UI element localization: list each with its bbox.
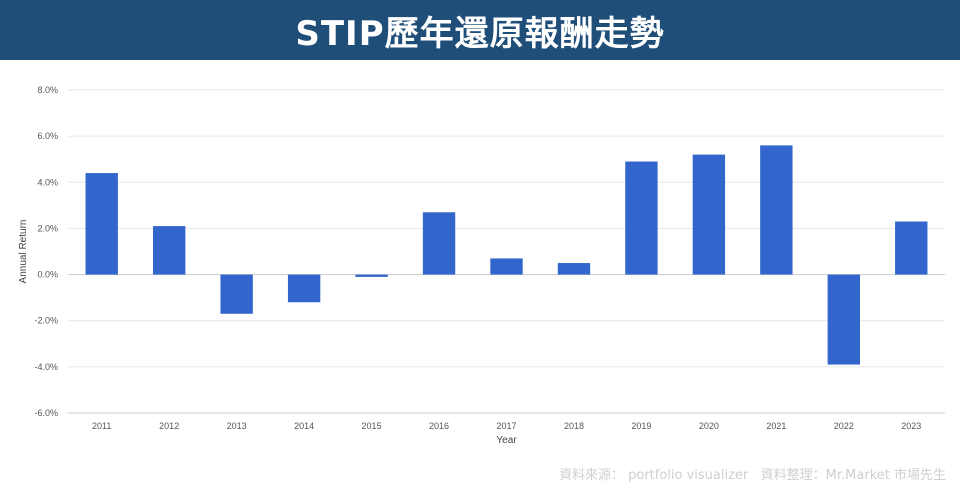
- bars: [85, 145, 928, 365]
- grid-layer: [68, 89, 945, 414]
- y-tick-labels: 8.0% 6.0% 4.0% 2.0% 0.0% -2.0% -4.0% -6.0%: [34, 85, 58, 418]
- bar-2022: [827, 274, 860, 365]
- bar-2014: [287, 274, 321, 303]
- x-tick-label: 2019: [631, 421, 651, 431]
- bar-2016: [422, 212, 456, 275]
- x-axis-title: Year: [496, 435, 517, 446]
- bar-chart: 8.0% 6.0% 4.0% 2.0% 0.0% -2.0% -4.0% -6.0% 2011…: [18, 85, 945, 446]
- bar-2023: [895, 221, 928, 275]
- bar-2017: [490, 258, 523, 275]
- bar-2019: [625, 161, 658, 275]
- x-tick-labels: 2011 2012 2013 2014 2015 2016 2017 2018 2019 2020…: [92, 421, 921, 431]
- bar-2020: [692, 154, 726, 275]
- bar-2012: [153, 226, 186, 275]
- y-axis-title: Annual Return: [18, 220, 29, 284]
- x-tick-label: 2012: [159, 421, 179, 431]
- page-title: STIP歷年還原報酬走勢: [295, 13, 665, 54]
- y-tick-label: 4.0%: [37, 177, 58, 187]
- bar-2011: [85, 173, 118, 275]
- y-tick-label: -4.0%: [34, 362, 58, 372]
- x-tick-label: 2011: [92, 421, 111, 431]
- x-tick-label: 2015: [362, 421, 382, 431]
- x-tick-label: 2013: [227, 421, 247, 431]
- bar-2015: [355, 274, 388, 277]
- x-tick-label: 2014: [294, 421, 314, 431]
- bar-2021: [760, 145, 793, 275]
- title-banner: STIP歷年還原報酬走勢: [0, 0, 960, 60]
- x-tick-label: 2018: [564, 421, 584, 431]
- bar-2018: [557, 263, 591, 275]
- y-tick-label: -2.0%: [34, 316, 58, 326]
- y-tick-label: 8.0%: [37, 85, 58, 95]
- x-tick-label: 2022: [834, 421, 854, 431]
- source-note: 資料來源： portfolio visualizer 資料整理：Mr.Marke…: [558, 468, 946, 483]
- x-tick-label: 2017: [496, 421, 516, 431]
- x-tick-label: 2016: [429, 421, 449, 431]
- x-tick-label: 2020: [699, 421, 719, 431]
- y-tick-label: 0.0%: [37, 270, 58, 280]
- bar-2013: [220, 274, 253, 314]
- x-tick-label: 2021: [766, 421, 786, 431]
- y-tick-label: -6.0%: [34, 408, 58, 418]
- x-tick-label: 2023: [901, 421, 921, 431]
- y-tick-label: 2.0%: [37, 223, 58, 233]
- y-tick-label: 6.0%: [37, 131, 58, 141]
